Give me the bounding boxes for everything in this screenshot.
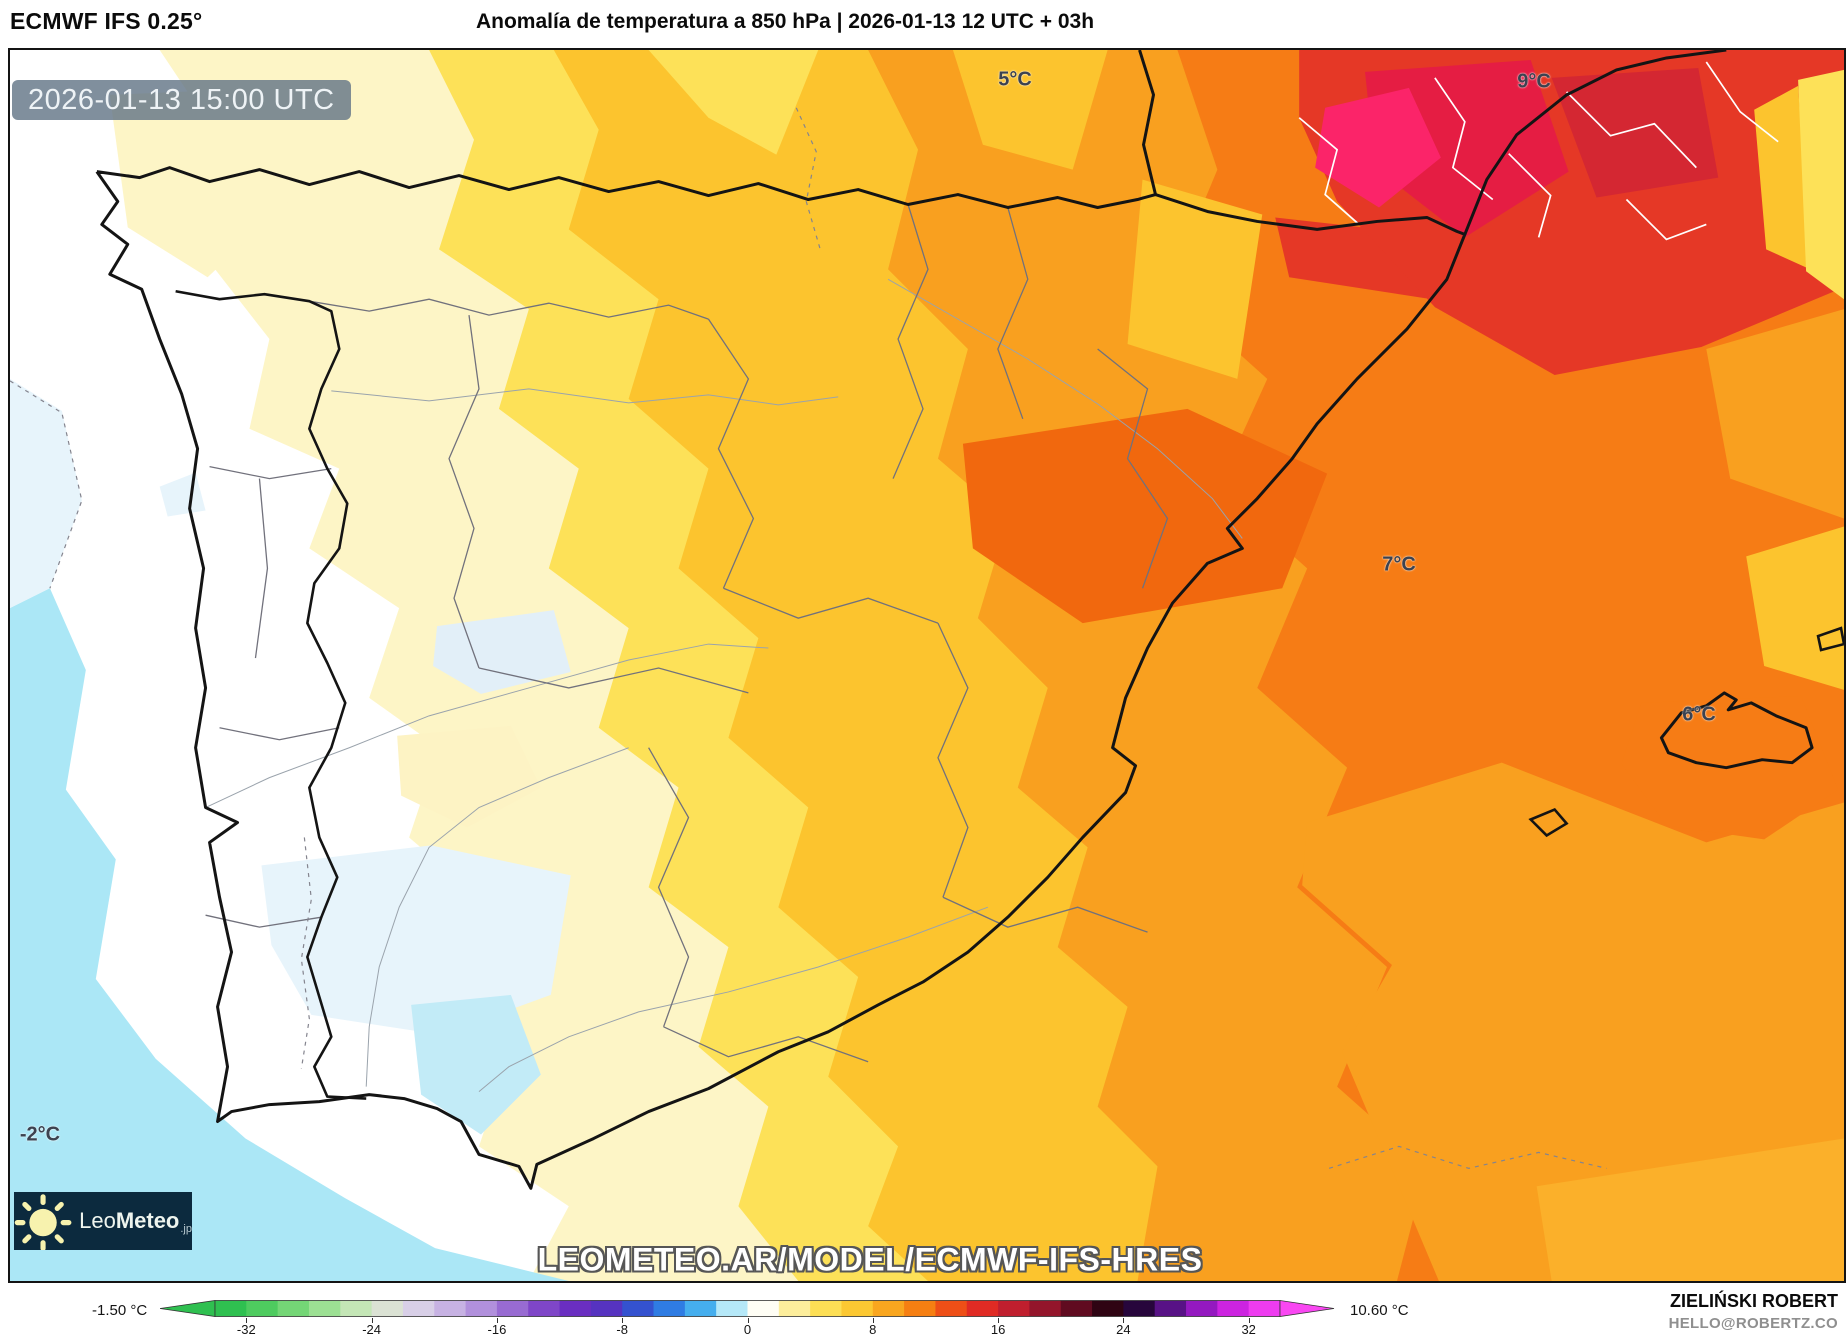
- page-title: Anomalía de temperatura a 850 hPa | 2026…: [475, 10, 1095, 33]
- tick-label: 8: [869, 1322, 877, 1337]
- sun-icon: [14, 1194, 72, 1250]
- watermark-text: LEOMETEO.AR/MODEL/ECMWF-IFS-HRES: [537, 1241, 1203, 1278]
- logo-light: Leo: [79, 1207, 116, 1233]
- anomaly-map-svg: [10, 50, 1844, 1281]
- tick-mark: [496, 1318, 498, 1323]
- logo-text: LeoMeteo.jp: [79, 1208, 192, 1235]
- tick-label: -24: [362, 1322, 382, 1337]
- temp-label: 9°C: [1517, 70, 1551, 93]
- temp-label: -2°C: [19, 1123, 61, 1146]
- tick-label: 0: [743, 1322, 752, 1337]
- tick-mark: [998, 1318, 1000, 1323]
- tick-label: 32: [1241, 1322, 1256, 1337]
- temp-label: 5°C: [998, 68, 1032, 91]
- model-name: ECMWF IFS 0.25°: [10, 8, 203, 34]
- tick-mark: [872, 1318, 874, 1323]
- tick-label: 16: [990, 1322, 1006, 1337]
- anomaly-map: 2026-01-13 15:00 UTC 5°C 9°C 7°C 6°C -2°C LE…: [8, 48, 1846, 1283]
- author-email: HELLO@ROBERTZ.CO: [1668, 1315, 1838, 1332]
- color-scale: [160, 1300, 1335, 1317]
- tick-label: -8: [616, 1322, 628, 1337]
- tick-label: -16: [487, 1322, 507, 1337]
- tick-label: 24: [1116, 1322, 1131, 1337]
- scale-min-label: -1.50 °C: [92, 1302, 148, 1319]
- tick-mark: [622, 1318, 624, 1323]
- temp-label: 7°C: [1382, 553, 1416, 576]
- tick-mark: [747, 1318, 749, 1323]
- author-name: ZIELIŃSKI ROBERT: [1669, 1291, 1838, 1311]
- temp-label: 6°C: [1682, 703, 1716, 726]
- timestamp-overlay: 2026-01-13 15:00 UTC: [12, 80, 351, 120]
- logo-suffix: .jp: [180, 1222, 192, 1235]
- scale-max-label: 10.60 °C: [1350, 1302, 1409, 1319]
- leometeo-logo: LeoMeteo.jp: [14, 1192, 192, 1250]
- tick-label: -32: [236, 1322, 256, 1337]
- tick-mark: [246, 1318, 248, 1323]
- tick-mark: [1248, 1318, 1250, 1323]
- tick-mark: [1123, 1318, 1125, 1323]
- tick-mark: [371, 1318, 373, 1323]
- logo-bold: Meteo: [115, 1207, 180, 1233]
